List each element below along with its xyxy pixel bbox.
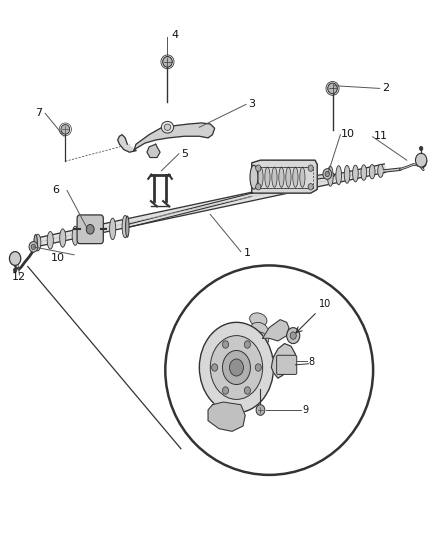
Circle shape: [244, 387, 251, 394]
Circle shape: [223, 341, 229, 348]
Circle shape: [420, 147, 423, 151]
Ellipse shape: [252, 342, 269, 355]
FancyBboxPatch shape: [277, 356, 297, 374]
Ellipse shape: [164, 124, 171, 131]
Ellipse shape: [126, 216, 129, 237]
Ellipse shape: [253, 351, 270, 365]
Circle shape: [308, 183, 313, 190]
Polygon shape: [118, 135, 136, 152]
Circle shape: [244, 341, 251, 348]
Polygon shape: [208, 402, 245, 431]
Circle shape: [10, 252, 21, 265]
Polygon shape: [263, 320, 289, 341]
Ellipse shape: [250, 313, 267, 326]
Text: 10: 10: [318, 299, 331, 309]
Ellipse shape: [60, 229, 66, 247]
Text: 5: 5: [181, 149, 188, 159]
Circle shape: [325, 171, 329, 176]
Circle shape: [223, 351, 251, 384]
Ellipse shape: [86, 224, 94, 234]
Circle shape: [199, 322, 274, 413]
Ellipse shape: [361, 165, 367, 180]
Polygon shape: [147, 144, 160, 158]
Circle shape: [290, 332, 296, 340]
Ellipse shape: [258, 167, 263, 187]
Polygon shape: [252, 160, 317, 193]
Circle shape: [223, 387, 229, 394]
Polygon shape: [272, 344, 295, 378]
Circle shape: [230, 359, 244, 376]
Circle shape: [29, 241, 38, 252]
Ellipse shape: [328, 83, 337, 94]
Ellipse shape: [286, 167, 291, 187]
Circle shape: [256, 405, 265, 415]
Ellipse shape: [61, 125, 70, 134]
Ellipse shape: [122, 215, 128, 238]
Ellipse shape: [336, 166, 342, 185]
Ellipse shape: [272, 167, 277, 187]
Ellipse shape: [353, 165, 358, 182]
Ellipse shape: [369, 165, 375, 179]
Ellipse shape: [328, 166, 333, 186]
Ellipse shape: [251, 332, 268, 345]
Circle shape: [13, 268, 17, 272]
Ellipse shape: [35, 234, 41, 251]
Circle shape: [212, 364, 218, 371]
Text: 4: 4: [171, 30, 178, 41]
Ellipse shape: [34, 235, 37, 251]
Circle shape: [308, 165, 313, 171]
Ellipse shape: [110, 218, 116, 240]
Ellipse shape: [378, 164, 383, 177]
Text: 10: 10: [51, 253, 65, 263]
Polygon shape: [35, 164, 385, 247]
Text: 12: 12: [12, 272, 26, 282]
Ellipse shape: [265, 167, 270, 187]
Ellipse shape: [344, 165, 350, 183]
Text: 3: 3: [248, 99, 255, 109]
Circle shape: [256, 183, 261, 190]
Circle shape: [31, 244, 35, 249]
Ellipse shape: [162, 56, 172, 67]
FancyBboxPatch shape: [77, 215, 103, 244]
Polygon shape: [134, 123, 215, 151]
Ellipse shape: [97, 221, 103, 241]
Circle shape: [255, 364, 261, 371]
Text: 11: 11: [374, 131, 388, 141]
Circle shape: [323, 168, 332, 179]
Ellipse shape: [250, 165, 258, 189]
Circle shape: [210, 336, 263, 399]
Circle shape: [416, 154, 427, 167]
Ellipse shape: [85, 223, 91, 244]
Text: 9: 9: [302, 405, 308, 415]
Circle shape: [256, 165, 261, 171]
Ellipse shape: [279, 167, 284, 187]
Text: 8: 8: [308, 357, 314, 367]
Text: 6: 6: [53, 185, 60, 195]
Ellipse shape: [300, 167, 305, 187]
Text: 1: 1: [244, 248, 251, 258]
Text: 7: 7: [35, 108, 42, 118]
Ellipse shape: [161, 122, 173, 133]
Text: 2: 2: [382, 83, 389, 93]
Ellipse shape: [72, 226, 78, 245]
Ellipse shape: [251, 322, 268, 336]
Circle shape: [287, 328, 300, 344]
Ellipse shape: [47, 231, 53, 249]
Ellipse shape: [165, 265, 373, 475]
Text: 10: 10: [341, 129, 355, 139]
Ellipse shape: [293, 167, 298, 187]
